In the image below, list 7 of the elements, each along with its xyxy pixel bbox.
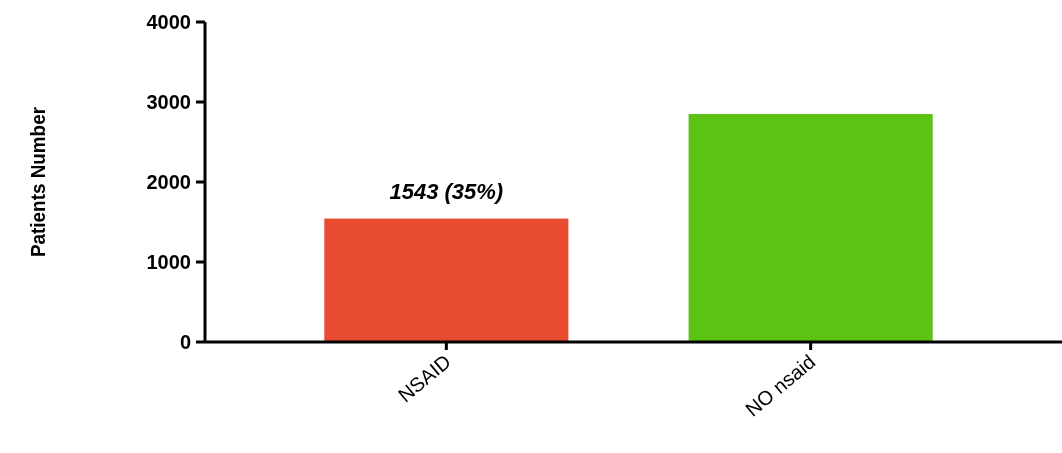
y-tick-label: 2000 (146, 171, 191, 193)
y-tick-label: 3000 (146, 91, 191, 113)
y-tick-label: 0 (179, 331, 191, 353)
y-tick-label: 4000 (146, 11, 191, 33)
y-tick-label: 1000 (146, 251, 191, 273)
data-label: 1543 (35%) (389, 178, 504, 204)
y-axis-title: Patients Number (27, 98, 49, 257)
